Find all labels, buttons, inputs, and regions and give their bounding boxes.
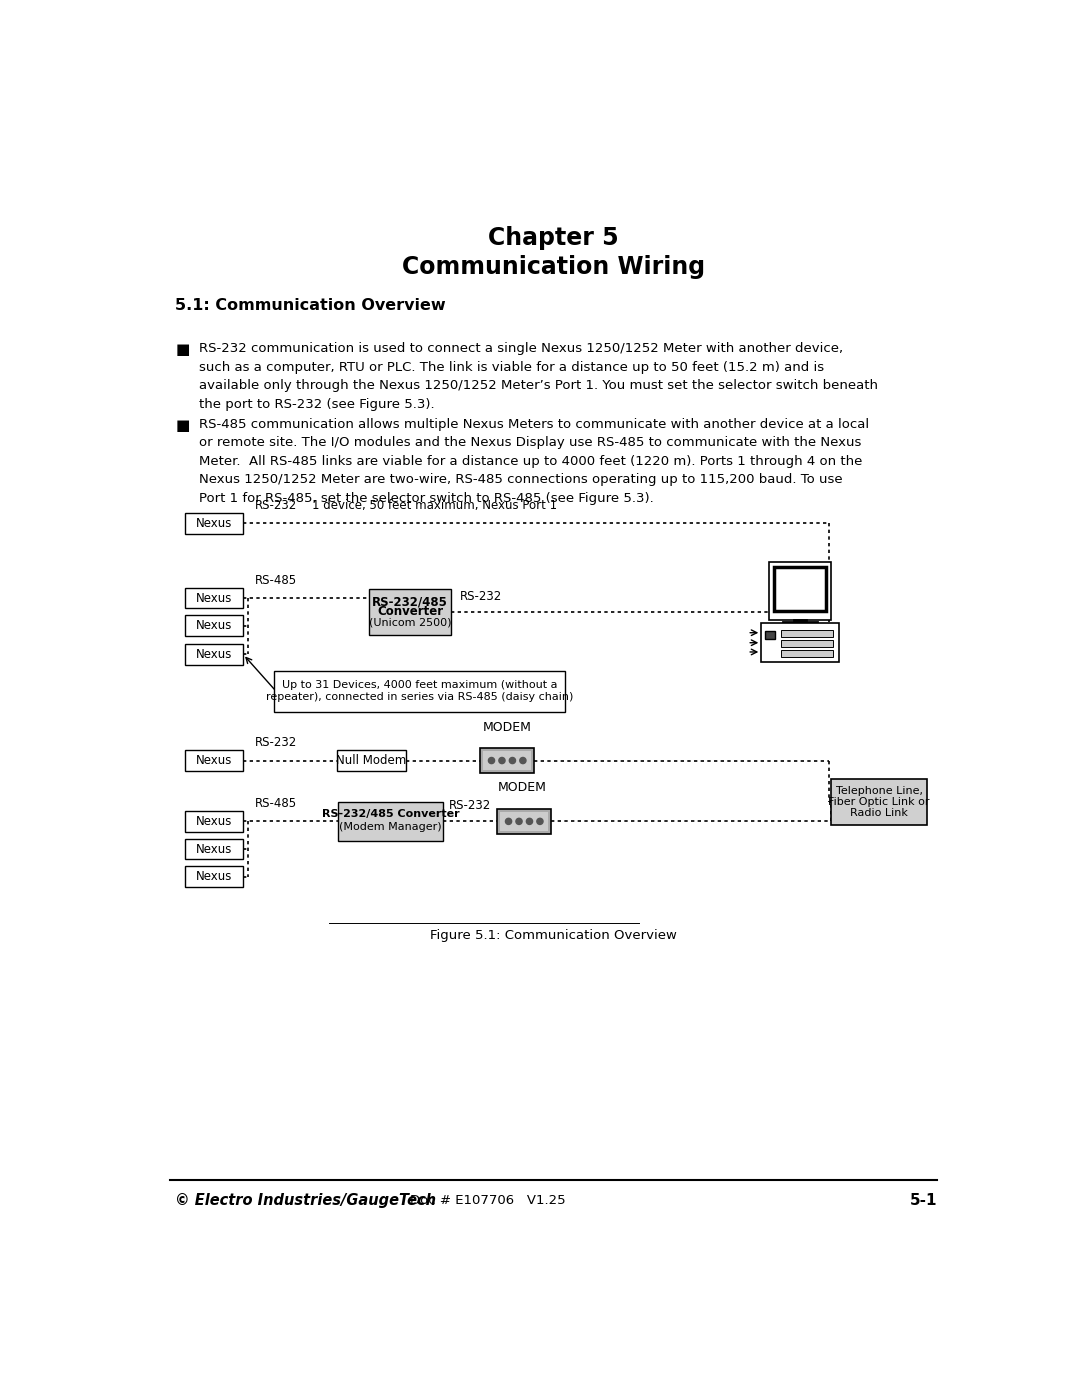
FancyBboxPatch shape — [497, 809, 551, 834]
FancyBboxPatch shape — [500, 812, 548, 831]
FancyBboxPatch shape — [185, 513, 243, 534]
Circle shape — [526, 819, 532, 824]
Circle shape — [519, 757, 526, 764]
Text: Nexus: Nexus — [195, 842, 232, 855]
Text: MODEM: MODEM — [498, 781, 546, 795]
FancyBboxPatch shape — [769, 562, 831, 620]
FancyBboxPatch shape — [185, 838, 243, 859]
Text: Chapter 5: Chapter 5 — [488, 226, 619, 250]
Text: 1 device, 50 feet maximum, Nexus Port 1: 1 device, 50 feet maximum, Nexus Port 1 — [312, 499, 557, 511]
Text: Nexus: Nexus — [195, 870, 232, 883]
Text: MODEM: MODEM — [483, 721, 531, 733]
FancyBboxPatch shape — [185, 812, 243, 831]
Text: Nexus: Nexus — [195, 814, 232, 828]
Text: ■: ■ — [175, 342, 190, 358]
Text: RS-232 communication is used to connect a single Nexus 1250/1252 Meter with anot: RS-232 communication is used to connect … — [199, 342, 878, 411]
Text: © Electro Industries/GaugeTech: © Electro Industries/GaugeTech — [175, 1193, 436, 1208]
Text: Up to 31 Devices, 4000 feet maximum (without a: Up to 31 Devices, 4000 feet maximum (wit… — [282, 680, 557, 690]
FancyBboxPatch shape — [773, 567, 826, 610]
FancyBboxPatch shape — [273, 671, 565, 711]
Text: (Modem Manager): (Modem Manager) — [339, 821, 442, 831]
FancyBboxPatch shape — [761, 623, 839, 662]
Text: Converter: Converter — [377, 605, 443, 619]
FancyBboxPatch shape — [480, 747, 535, 774]
Text: Nexus: Nexus — [195, 754, 232, 767]
Circle shape — [510, 757, 515, 764]
FancyBboxPatch shape — [185, 616, 243, 636]
Text: Nexus: Nexus — [195, 648, 232, 661]
FancyBboxPatch shape — [781, 640, 834, 647]
Text: RS-232/485 Converter: RS-232/485 Converter — [322, 809, 460, 819]
Text: Doc # E107706   V1.25: Doc # E107706 V1.25 — [410, 1193, 566, 1207]
Text: RS-485: RS-485 — [255, 796, 297, 810]
Text: RS-232: RS-232 — [255, 736, 297, 749]
FancyBboxPatch shape — [185, 644, 243, 665]
Text: RS-232: RS-232 — [449, 799, 491, 812]
FancyBboxPatch shape — [781, 630, 834, 637]
Text: Nexus: Nexus — [195, 517, 232, 529]
Text: Radio Link: Radio Link — [850, 807, 908, 817]
Text: repeater), connected in series via RS-485 (daisy chain): repeater), connected in series via RS-48… — [266, 692, 573, 703]
FancyBboxPatch shape — [185, 866, 243, 887]
FancyBboxPatch shape — [483, 752, 531, 770]
Text: Figure 5.1: Communication Overview: Figure 5.1: Communication Overview — [430, 929, 677, 942]
Text: (Unicom 2500): (Unicom 2500) — [369, 617, 451, 627]
Text: Fiber Optic Link or: Fiber Optic Link or — [828, 798, 930, 807]
Text: ■: ■ — [175, 418, 190, 433]
Text: Nexus: Nexus — [195, 619, 232, 633]
Text: RS-232: RS-232 — [255, 499, 297, 511]
Circle shape — [505, 819, 512, 824]
Circle shape — [488, 757, 495, 764]
Circle shape — [499, 757, 505, 764]
Text: RS-485: RS-485 — [255, 574, 297, 587]
Text: RS-232: RS-232 — [460, 590, 502, 602]
Circle shape — [537, 819, 543, 824]
Text: Nexus: Nexus — [195, 591, 232, 605]
FancyBboxPatch shape — [337, 750, 406, 771]
Text: 5.1: Communication Overview: 5.1: Communication Overview — [175, 298, 446, 313]
Text: Communication Wiring: Communication Wiring — [402, 256, 705, 279]
FancyBboxPatch shape — [185, 750, 243, 771]
Text: RS-485 communication allows multiple Nexus Meters to communicate with another de: RS-485 communication allows multiple Nex… — [199, 418, 868, 504]
Text: RS-232/485: RS-232/485 — [373, 595, 448, 609]
Circle shape — [516, 819, 522, 824]
FancyBboxPatch shape — [781, 650, 834, 657]
FancyBboxPatch shape — [185, 588, 243, 609]
FancyBboxPatch shape — [338, 802, 443, 841]
Text: 5-1: 5-1 — [909, 1193, 937, 1208]
FancyBboxPatch shape — [369, 588, 450, 636]
FancyBboxPatch shape — [765, 631, 775, 638]
Text: Null Modem: Null Modem — [336, 754, 406, 767]
FancyBboxPatch shape — [831, 780, 928, 826]
Text: Telephone Line,: Telephone Line, — [836, 787, 922, 796]
